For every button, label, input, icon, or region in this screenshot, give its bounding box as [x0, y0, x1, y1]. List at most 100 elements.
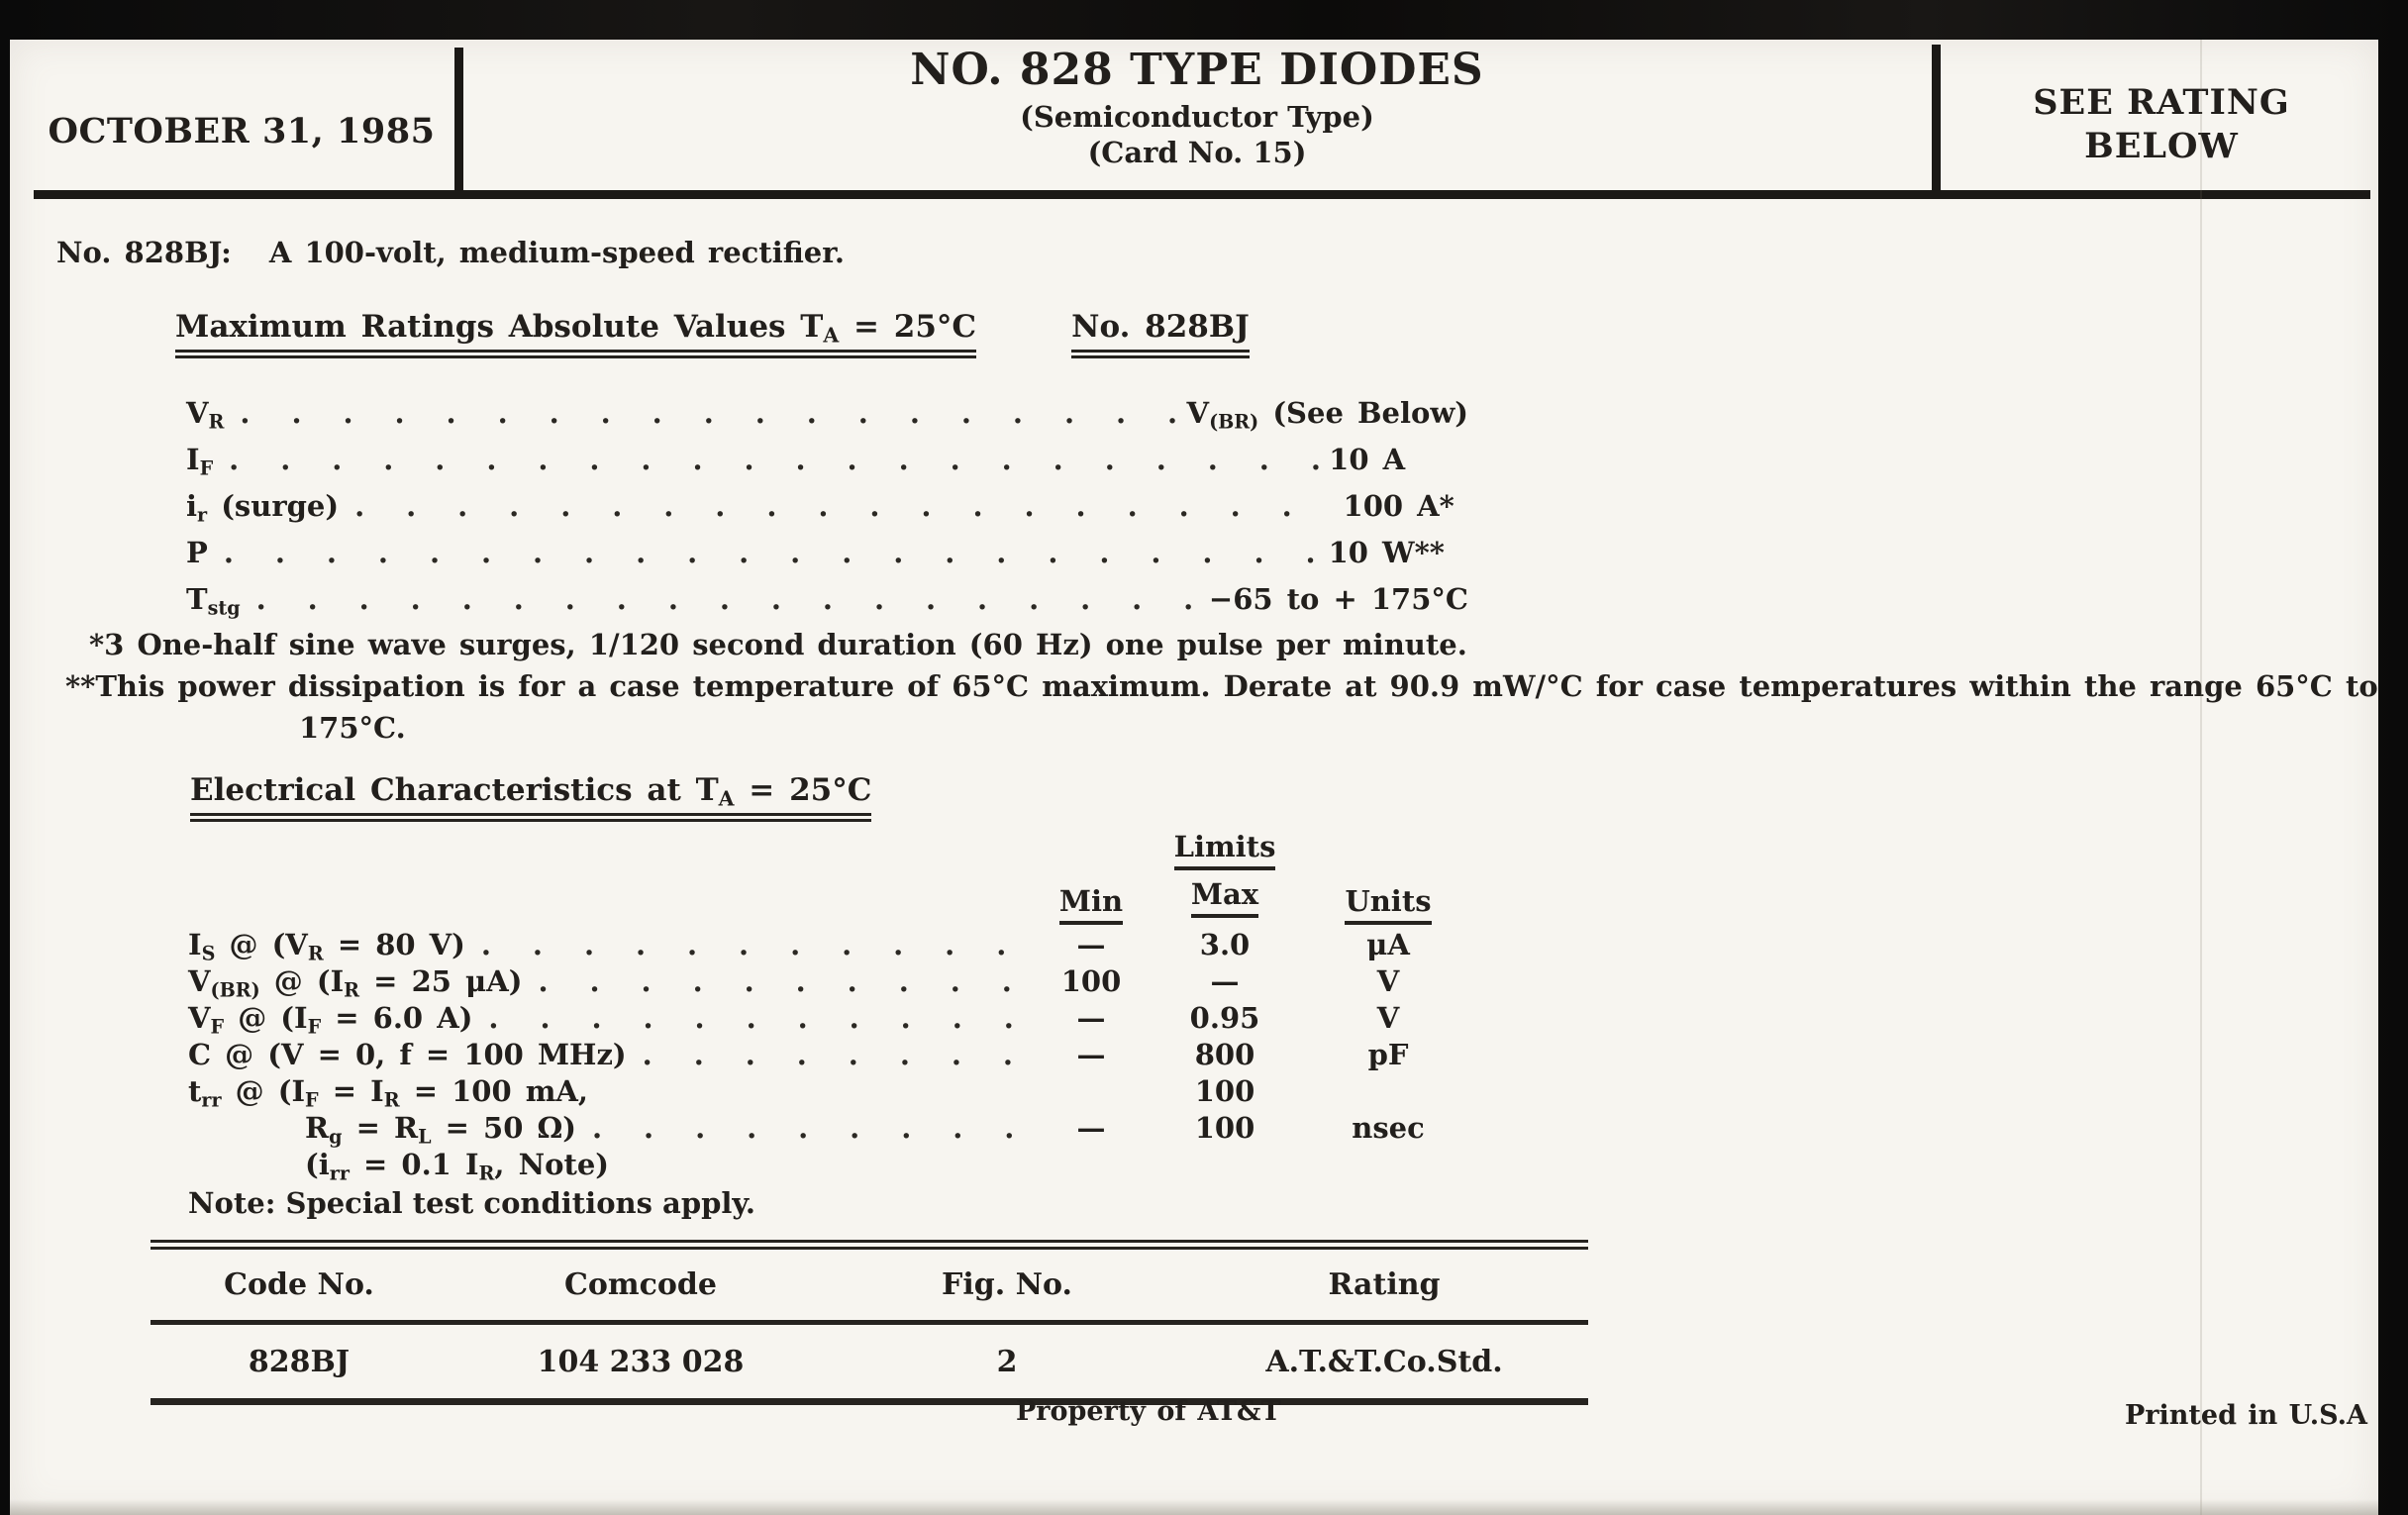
dot-leader: . . . . . . . . . . . . . . . . . . . . … [538, 964, 1024, 998]
electrical-label: IS @ (VR = 80 V). . . . . . . . . . . . … [188, 928, 1032, 962]
rating-label: P [186, 536, 208, 569]
electrical-row: (irr = 0.1 IR, Note) [188, 1148, 1477, 1184]
electrical-table: Min Limits Max Units IS @ (VR = 80 V). .… [188, 830, 1477, 1220]
max-ratings-heading-row: Maximum Ratings Absolute Values TA = 25°… [175, 309, 1250, 358]
electrical-min: — [1076, 928, 1106, 961]
code-table-header-cell: Code No. [224, 1267, 374, 1302]
code-table-header-cell: Fig. No. [942, 1267, 1072, 1302]
dot-leader: . . . . . . . . . . . . . . . . . . . . … [255, 582, 1201, 616]
min-header: Min [1058, 884, 1124, 925]
header-card-no: (Card No. 15) [1087, 136, 1307, 169]
dot-leader: . . . . . . . . . . . . . . . . . . . . … [480, 928, 1024, 961]
rating-row: VR . . . . . . . . . . . . . . . . . . .… [186, 396, 1468, 443]
electrical-note: Note: Special test conditions apply. [188, 1186, 756, 1220]
rating-value: 10 A [1329, 443, 1406, 476]
electrical-max: 800 [1194, 1038, 1255, 1071]
electrical-max: 3.0 [1199, 928, 1251, 961]
electrical-label: Rg = RL = 50 Ω). . . . . . . . . . . . .… [188, 1111, 1032, 1146]
electrical-header-row: Min Limits Max Units [188, 830, 1477, 925]
electrical-row: trr @ (IF = IR = 100 mA, 100 [188, 1074, 1477, 1111]
rating-row: ir (surge) . . . . . . . . . . . . . . .… [186, 489, 1468, 536]
electrical-units: μA [1366, 928, 1410, 961]
electrical-units: pF [1367, 1038, 1409, 1071]
header-rating-note: SEE RATING BELOW [1943, 81, 2378, 168]
electrical-units: V [1376, 1001, 1400, 1035]
document-card: OCTOBER 31, 1985 NO. 828 TYPE DIODES (Se… [10, 40, 2378, 1515]
header-subtitle: (Semiconductor Type) [1020, 100, 1374, 134]
footnote-2: **This power dissipation is for a case t… [65, 669, 2378, 703]
electrical-units: nsec [1352, 1111, 1425, 1145]
header-divider-right [1932, 45, 1941, 192]
dot-leader: . . . . . . . . . . . . . . . . . . . . … [229, 443, 1321, 476]
electrical-min: 100 [1060, 964, 1122, 998]
rating-value: 10 W** [1328, 536, 1445, 569]
dot-leader: . . . . . . . . . . . . . . . . . . . . … [240, 396, 1178, 430]
dot-leader: . . . . . . . . . . . . . . . . . . . . … [488, 1001, 1024, 1035]
limits-header-stack: Limits Max [1151, 830, 1299, 918]
code-table-header-cell: Comcode [564, 1267, 717, 1302]
rating-label: ir (surge) [186, 489, 340, 527]
electrical-label: trr @ (IF = IR = 100 mA, [188, 1074, 588, 1112]
dot-leader: . . . . . . . . . . . . . . . . . . . . … [354, 489, 1335, 523]
electrical-label: VF @ (IF = 6.0 A). . . . . . . . . . . .… [188, 1001, 1032, 1036]
scan-fold-line [2200, 40, 2202, 1515]
page-title: NO. 828 TYPE DIODES [910, 45, 1484, 95]
units-header: Units [1345, 884, 1432, 925]
electrical-row: VF @ (IF = 6.0 A). . . . . . . . . . . .… [188, 1001, 1477, 1038]
code-table-cell: A.T.&T.Co.Std. [1265, 1344, 1503, 1379]
electrical-units: V [1376, 964, 1400, 998]
rating-label: Tstg [186, 582, 241, 620]
electrical-row: IS @ (VR = 80 V). . . . . . . . . . . . … [188, 928, 1477, 964]
electrical-max: 100 [1194, 1074, 1255, 1108]
code-table-cell: 104 233 028 [537, 1344, 745, 1379]
rating-note-line2: BELOW [2084, 126, 2239, 166]
electrical-min: — [1076, 1038, 1106, 1071]
max-ratings-heading: Maximum Ratings Absolute Values TA = 25°… [175, 309, 977, 358]
electrical-max: — [1210, 964, 1240, 998]
rating-label: VR [186, 396, 225, 434]
footnote-1: *3 One-half sine wave surges, 1/120 seco… [89, 628, 1467, 661]
electrical-heading: Electrical Characteristics at TA = 25°C [190, 772, 872, 822]
rating-row: IF . . . . . . . . . . . . . . . . . . .… [186, 443, 1468, 489]
scan-bottom-shade [10, 1499, 2378, 1515]
rating-note-line1: SEE RATING [2033, 82, 2290, 123]
header-divider-left [454, 48, 463, 192]
max-header: Max [1190, 877, 1259, 918]
max-ratings-column-header: No. 828BJ [1071, 309, 1250, 358]
footer-printed: Printed in U.S.A [2125, 1400, 2367, 1431]
dot-leader: . . . . . . . . . . . . . . . . . . . . … [223, 536, 1321, 569]
max-ratings-list: VR . . . . . . . . . . . . . . . . . . .… [186, 396, 1468, 629]
footer-property: Property of AT&T [1016, 1396, 1281, 1427]
code-table-data-row: 828BJ 104 233 028 2 A.T.&T.Co.Std. [150, 1325, 1588, 1398]
code-table-header-row: Code No. Comcode Fig. No. Rating [150, 1250, 1588, 1325]
header-title-block: NO. 828 TYPE DIODES (Semiconductor Type)… [465, 45, 1929, 170]
intro-line: No. 828BJ: A 100-volt, medium-speed recti… [56, 236, 845, 269]
dot-leader: . . . . . . . . . . . . . . . . . . . . … [592, 1111, 1024, 1145]
rating-value: −65 to + 175°C [1208, 582, 1468, 616]
electrical-label: (irr = 0.1 IR, Note) [305, 1148, 610, 1185]
electrical-min: — [1076, 1001, 1106, 1035]
rating-label: IF [186, 443, 214, 480]
intro-code: No. 828BJ: [56, 236, 232, 269]
header-date: OCTOBER 31, 1985 [48, 111, 436, 152]
code-table-cell: 828BJ [248, 1344, 351, 1379]
code-table-header-cell: Rating [1328, 1267, 1441, 1302]
intro-description: A 100-volt, medium-speed rectifier. [268, 236, 845, 269]
dot-leader: . . . . . . . . . . . . . . . . . . . . … [642, 1038, 1024, 1071]
rating-row: Tstg . . . . . . . . . . . . . . . . . .… [186, 582, 1468, 629]
limits-header: Limits [1173, 830, 1276, 870]
electrical-row: C @ (V = 0, f = 100 MHz). . . . . . . . … [188, 1038, 1477, 1074]
electrical-label: V(BR) @ (IR = 25 μA). . . . . . . . . . … [188, 964, 1024, 1002]
header-rule [34, 190, 2370, 199]
code-table: Code No. Comcode Fig. No. Rating 828BJ 1… [150, 1240, 1588, 1405]
electrical-max: 100 [1194, 1111, 1255, 1145]
electrical-row: V(BR) @ (IR = 25 μA). . . . . . . . . . … [188, 964, 1477, 1001]
footnote-2-continued: 175°C. [299, 711, 406, 745]
rating-value: 100 A* [1343, 489, 1455, 523]
code-table-cell: 2 [996, 1344, 1018, 1379]
rating-value: V(BR) (See Below) [1186, 396, 1468, 434]
electrical-min: — [1076, 1111, 1106, 1145]
rating-row: P . . . . . . . . . . . . . . . . . . . … [186, 536, 1468, 582]
electrical-label: C @ (V = 0, f = 100 MHz). . . . . . . . … [188, 1038, 1032, 1071]
